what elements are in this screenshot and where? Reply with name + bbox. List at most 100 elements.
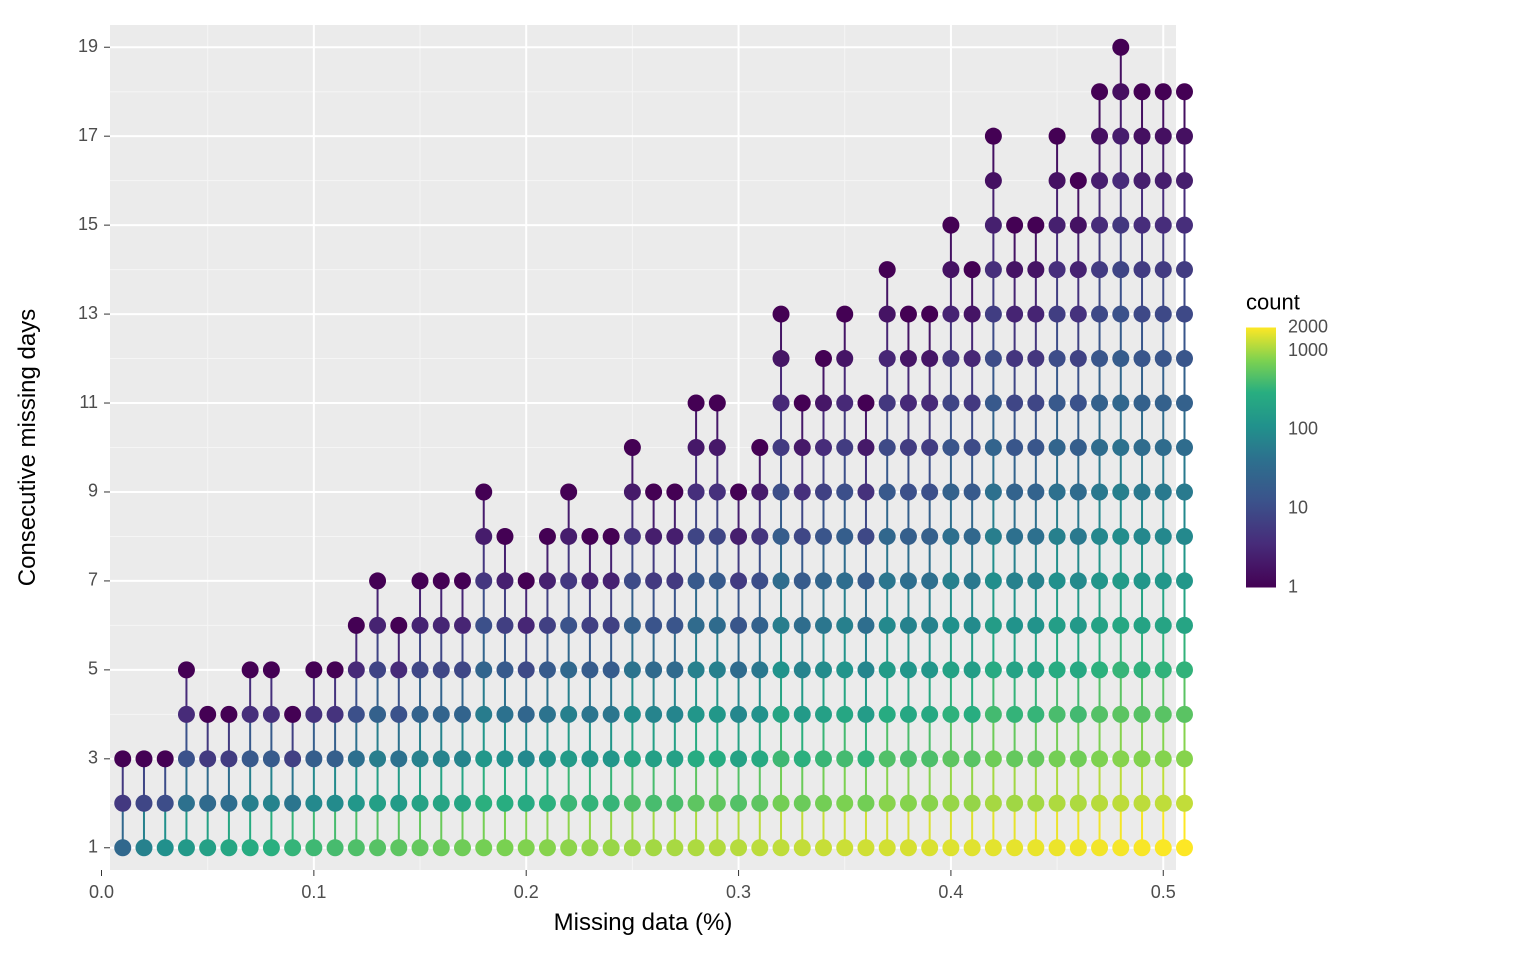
chart-point (900, 395, 917, 412)
y-tick-label: 19 (78, 36, 98, 56)
chart-point (879, 750, 896, 767)
chart-point (751, 483, 768, 500)
chart-point (794, 795, 811, 812)
chart-point (794, 661, 811, 678)
chart-point (1134, 572, 1151, 589)
chart-point (1134, 261, 1151, 278)
chart-point (1049, 706, 1066, 723)
chart-point (709, 750, 726, 767)
chart-point (1155, 795, 1172, 812)
chart-point (305, 750, 322, 767)
chart-point (645, 706, 662, 723)
chart-point (518, 661, 535, 678)
chart-point (581, 706, 598, 723)
chart-point (454, 617, 471, 634)
chart-point (836, 306, 853, 323)
chart-point (475, 750, 492, 767)
chart-point (666, 706, 683, 723)
chart-point (900, 750, 917, 767)
chart-point (1112, 795, 1129, 812)
chart-point (921, 572, 938, 589)
chart-point (1176, 839, 1193, 856)
chart-point (1070, 572, 1087, 589)
chart-point (645, 750, 662, 767)
chart-point (1070, 439, 1087, 456)
chart-point (815, 483, 832, 500)
chart-point (1176, 528, 1193, 545)
y-tick-label: 15 (78, 214, 98, 234)
chart-point (773, 617, 790, 634)
chart-point (496, 572, 513, 589)
chart-point (1112, 750, 1129, 767)
y-tick-label: 11 (79, 392, 98, 412)
chart-point (1027, 439, 1044, 456)
chart-point (1070, 217, 1087, 234)
chart-point (751, 528, 768, 545)
chart-point (624, 572, 641, 589)
chart-point (178, 706, 195, 723)
chart-point (666, 795, 683, 812)
chart-point (454, 839, 471, 856)
chart-point (624, 439, 641, 456)
chart-point (666, 572, 683, 589)
chart-point (1176, 261, 1193, 278)
chart-point (369, 661, 386, 678)
chart-point (560, 661, 577, 678)
chart-point (1176, 483, 1193, 500)
chart-point (1070, 483, 1087, 500)
chart-point (730, 617, 747, 634)
chart-point (815, 350, 832, 367)
chart-point (1134, 306, 1151, 323)
chart-point (836, 750, 853, 767)
chart-point (666, 661, 683, 678)
chart-point (624, 661, 641, 678)
chart-point (1112, 706, 1129, 723)
chart-point (1176, 395, 1193, 412)
chart-point (433, 572, 450, 589)
chart-point (836, 661, 853, 678)
chart-point (645, 661, 662, 678)
chart-point (879, 395, 896, 412)
chart-point (900, 839, 917, 856)
chart-point (560, 839, 577, 856)
x-tick-label: 0.3 (726, 882, 751, 902)
chart-point (900, 306, 917, 323)
chart-point (815, 706, 832, 723)
chart-point (178, 661, 195, 678)
chart-point (1176, 128, 1193, 145)
chart-point (921, 395, 938, 412)
chart-point (964, 483, 981, 500)
chart-point (1112, 83, 1129, 100)
chart-point (645, 572, 662, 589)
chart-point (1155, 217, 1172, 234)
chart-point (560, 750, 577, 767)
chart-point (1070, 350, 1087, 367)
chart-point (688, 706, 705, 723)
legend-tick-label: 10 (1288, 497, 1308, 517)
chart-point (815, 795, 832, 812)
chart-point (815, 395, 832, 412)
chart-point (348, 750, 365, 767)
chart-point (348, 617, 365, 634)
chart-point (114, 750, 131, 767)
chart-point (751, 839, 768, 856)
chart-point (1155, 395, 1172, 412)
chart-point (1134, 350, 1151, 367)
chart-point (1049, 795, 1066, 812)
chart-point (666, 483, 683, 500)
chart-point (1006, 217, 1023, 234)
chart-point (1134, 128, 1151, 145)
chart-point (879, 839, 896, 856)
chart-point (857, 617, 874, 634)
chart-point (1027, 661, 1044, 678)
chart-point (964, 661, 981, 678)
chart-point (1091, 483, 1108, 500)
chart-point (730, 528, 747, 545)
chart-point (1155, 172, 1172, 189)
chart-point (1091, 617, 1108, 634)
chart-point (688, 483, 705, 500)
chart-point (1049, 306, 1066, 323)
chart-point (794, 617, 811, 634)
chart-point (496, 839, 513, 856)
chart-point (199, 839, 216, 856)
